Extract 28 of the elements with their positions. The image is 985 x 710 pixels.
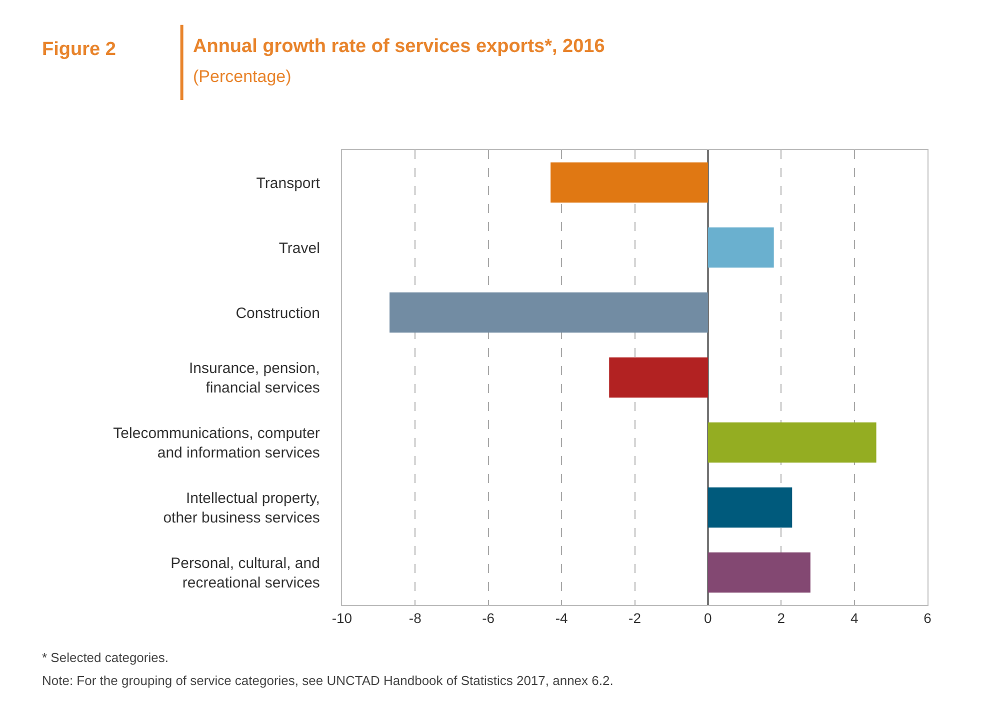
x-tick-label: -4 bbox=[555, 610, 568, 626]
bar bbox=[708, 552, 810, 593]
x-tick-label: -2 bbox=[628, 610, 642, 626]
bar bbox=[708, 487, 792, 528]
x-tick-label: -6 bbox=[482, 610, 495, 626]
caption: Figure 2 bbox=[42, 39, 116, 60]
x-tick-label: 4 bbox=[850, 610, 858, 626]
chart-title: Annual growth rate of services exports*, 2016 bbox=[193, 36, 605, 57]
chart-subtitle: (Percentage) bbox=[193, 67, 292, 86]
bar bbox=[550, 162, 708, 203]
y-tick-label: Insurance, pension, financial services bbox=[189, 360, 320, 396]
y-tick-label: Transport bbox=[256, 174, 321, 192]
text: Note: For the grouping of service categories, see UNCTAD Handbook of Statistics 2017, annex 6.2. bbox=[42, 673, 614, 688]
bar bbox=[609, 357, 708, 398]
y-tick-label: Telecommunications, computer and information services bbox=[113, 425, 320, 462]
bar bbox=[708, 422, 876, 463]
y-tick-label: Personal, cultural, and recreational services bbox=[170, 555, 320, 592]
x-tick-label: 2 bbox=[777, 610, 786, 626]
y-tick-label: Intellectual property, other business services bbox=[163, 490, 320, 526]
y-tick-label: Construction bbox=[236, 304, 320, 322]
bar bbox=[390, 292, 708, 333]
y-tick-label: Travel bbox=[278, 240, 320, 257]
bar bbox=[708, 227, 774, 268]
x-tick-label: -8 bbox=[408, 610, 422, 626]
x-tick-label: -10 bbox=[332, 610, 352, 626]
text: * Selected categories. bbox=[42, 650, 168, 665]
x-tick-label: 0 bbox=[704, 610, 712, 626]
x-tick-label: 6 bbox=[924, 610, 932, 626]
